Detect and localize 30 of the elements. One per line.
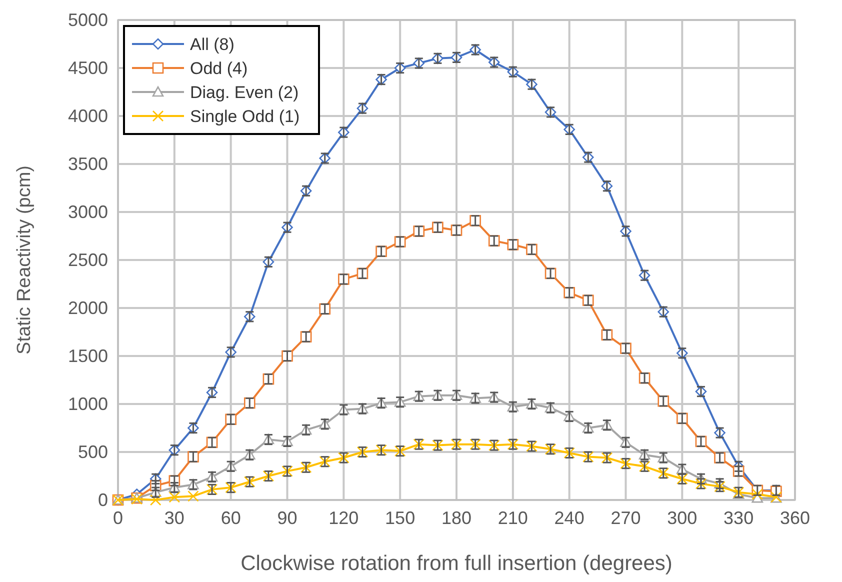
y-tick-label: 500 [78, 442, 108, 462]
y-axis-title: Static Reactivity (pcm) [14, 166, 35, 354]
legend-label: Odd (4) [190, 59, 248, 78]
y-tick-label: 3000 [68, 202, 108, 222]
legend-label: Diag. Even (2) [190, 83, 299, 102]
x-tick-label: 0 [112, 508, 124, 528]
x-tick-label: 210 [498, 508, 528, 528]
legend-label: Single Odd (1) [190, 107, 300, 126]
y-tick-label: 2000 [68, 298, 108, 318]
x-tick-label: 300 [667, 508, 698, 528]
y-tick-label: 0 [98, 490, 108, 510]
y-tick-label: 2500 [68, 250, 108, 270]
x-tick-label: 180 [441, 508, 472, 528]
y-tick-label: 4000 [68, 106, 108, 126]
x-tick-label: 270 [610, 508, 641, 528]
y-tick-label: 1000 [68, 394, 108, 414]
x-tick-label: 240 [554, 508, 584, 528]
x-tick-label: 360 [780, 508, 810, 528]
x-tick-label: 330 [724, 508, 754, 528]
x-tick-label: 60 [220, 508, 241, 528]
y-tick-label: 4500 [68, 58, 108, 78]
x-axis-title: Clockwise rotation from full insertion (degrees) [240, 552, 672, 575]
x-tick-label: 150 [385, 508, 416, 528]
y-tick-label: 5000 [68, 10, 108, 30]
y-tick-label: 3500 [68, 154, 108, 174]
x-tick-label: 30 [164, 508, 184, 528]
y-tick-label: 1500 [68, 346, 108, 366]
x-tick-label: 90 [277, 508, 298, 528]
legend-label: All (8) [190, 35, 234, 54]
x-tick-label: 120 [328, 508, 359, 528]
